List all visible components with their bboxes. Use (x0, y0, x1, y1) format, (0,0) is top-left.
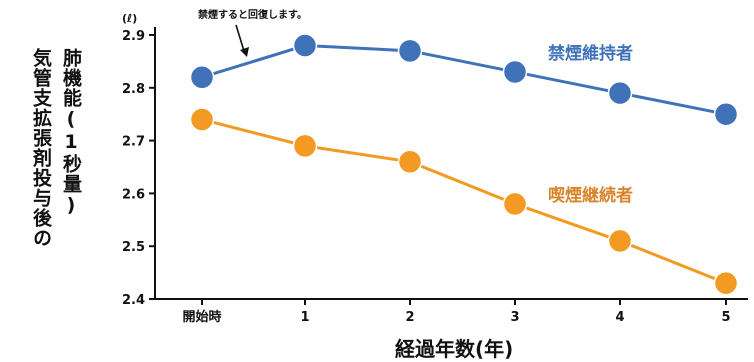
series-line-1 (201, 118, 727, 285)
x-tick-label-1: 1 (300, 310, 309, 325)
data-point-s1-2 (397, 149, 423, 174)
x-tick-label-2: 2 (405, 310, 414, 325)
data-point-s1-4 (607, 228, 633, 254)
y-axis-label-line2: 気管支拡張剤投与後の (30, 48, 52, 248)
annotation-arrow-head (240, 47, 249, 57)
x-tick-label-0: 開始時 (182, 309, 221, 325)
data-point-s1-5 (713, 270, 739, 296)
y-axis-label-line1: 肺機能(1秒量) (60, 48, 82, 217)
annotation-arrow-line (235, 24, 245, 52)
x-tick-label-4: 4 (615, 310, 624, 325)
y-tick-label-2: 2.6 (122, 187, 145, 202)
data-point-s0-0 (189, 64, 215, 90)
data-point-s1-1 (292, 133, 318, 159)
x-tick-label-5: 5 (721, 310, 730, 325)
data-point-s0-2 (397, 38, 423, 64)
data-point-s0-3 (502, 59, 528, 85)
data-point-s0-5 (713, 101, 739, 127)
y-tick-label-1: 2.5 (122, 240, 145, 255)
data-point-s0-4 (607, 80, 633, 106)
series-label-1: 喫煙継続者 (548, 185, 633, 206)
y-tick-label-5: 2.9 (122, 29, 145, 44)
data-point-s1-0 (189, 107, 215, 132)
x-axis-label: 経過年数(年) (395, 337, 514, 361)
y-unit-label: (ℓ) (122, 12, 137, 25)
series-label-0: 禁煙維持者 (548, 43, 633, 64)
y-tick-label-4: 2.8 (122, 82, 145, 97)
x-tick-label-3: 3 (510, 310, 519, 325)
series-line-0 (201, 44, 727, 116)
data-point-s0-1 (292, 33, 318, 58)
annotation-text: 禁煙すると回復します。 (197, 8, 307, 21)
y-tick-label-0: 2.4 (122, 293, 145, 308)
data-point-s1-3 (502, 191, 528, 217)
y-tick-label-3: 2.7 (122, 135, 145, 150)
